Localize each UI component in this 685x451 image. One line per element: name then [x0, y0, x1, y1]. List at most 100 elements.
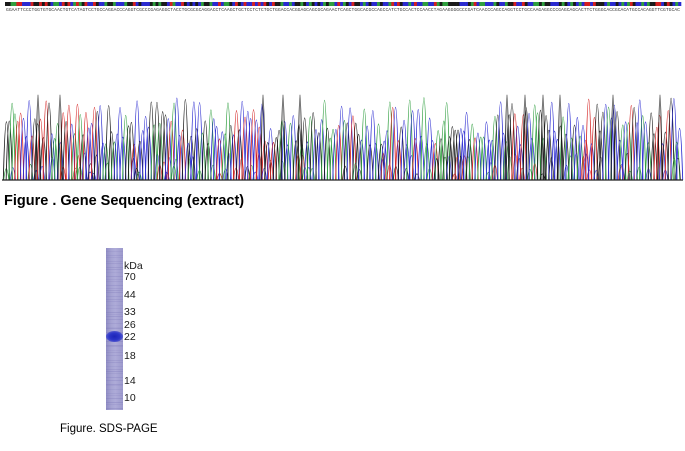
base-call-marker — [431, 2, 435, 6]
base-call-marker — [496, 2, 500, 6]
base-call-marker — [27, 2, 31, 6]
base-call-strip — [5, 2, 682, 6]
base-call-marker — [7, 2, 11, 6]
trace-peak — [156, 123, 164, 181]
trace-peak — [241, 116, 249, 181]
gel-texture — [106, 397, 123, 399]
base-call-marker — [203, 2, 207, 6]
gel-texture — [106, 355, 123, 357]
trace-peak — [79, 134, 87, 181]
trace-spike — [557, 94, 563, 181]
base-call-marker — [189, 2, 193, 6]
base-call-marker — [209, 2, 213, 6]
gel-texture — [106, 272, 123, 274]
base-call-marker — [240, 2, 244, 6]
base-call-marker — [550, 2, 554, 6]
gel-texture — [106, 394, 123, 396]
base-call-marker — [590, 2, 594, 6]
trace-peak — [582, 140, 590, 181]
base-call-marker — [607, 2, 611, 6]
base-call-marker — [107, 2, 111, 6]
trace-peak — [42, 100, 50, 181]
trace-noise-peak — [446, 156, 452, 181]
trace-peak — [338, 106, 346, 181]
trace-peak — [391, 107, 400, 181]
gel-texture — [106, 254, 123, 256]
trace-peak — [573, 117, 581, 181]
trace-peak — [309, 112, 317, 181]
base-call-marker — [570, 2, 574, 6]
trace-peak — [593, 103, 601, 181]
trace-peak — [230, 134, 238, 181]
base-call-marker — [87, 2, 91, 6]
base-call-marker — [73, 2, 77, 6]
base-call-marker — [306, 2, 310, 6]
base-call-marker — [362, 2, 367, 6]
trace-peak — [448, 126, 456, 181]
base-call-marker — [519, 2, 523, 6]
gel-texture — [106, 383, 123, 385]
gel-texture — [106, 316, 123, 318]
trace-peak — [195, 102, 204, 181]
base-call-marker — [371, 2, 375, 6]
base-call-marker — [385, 2, 389, 6]
gel-texture — [106, 262, 123, 264]
base-call-marker — [263, 2, 267, 6]
trace-noise-peak — [27, 163, 34, 181]
base-call-marker — [513, 2, 517, 6]
gel-texture — [106, 373, 123, 375]
base-call-marker — [104, 2, 108, 6]
trace-peak — [31, 118, 39, 181]
trace-spike — [297, 94, 303, 181]
trace-peak — [511, 113, 519, 181]
trace-peak — [389, 106, 397, 181]
trace-noise-peak — [465, 156, 471, 181]
trace-peak — [357, 139, 366, 181]
base-call-marker — [541, 2, 545, 6]
trace-peak — [11, 113, 19, 181]
trace-peak — [465, 139, 473, 181]
base-call-marker — [365, 2, 369, 6]
trace-peak — [76, 114, 84, 181]
base-call-marker — [252, 2, 256, 6]
trace-noise-peak — [380, 153, 387, 181]
trace-peak — [14, 121, 22, 181]
mw-marker-33: 33 — [124, 306, 136, 318]
trace-peak — [482, 121, 491, 181]
trace-noise-peak — [210, 164, 216, 181]
base-call-marker — [110, 2, 114, 6]
gel-texture — [106, 362, 123, 364]
base-call-marker — [90, 2, 94, 6]
trace-noise-peak — [87, 163, 94, 181]
base-call-marker — [516, 2, 520, 6]
gel-texture — [106, 389, 123, 391]
base-call-marker — [10, 2, 14, 6]
trace-noise-peak — [93, 154, 100, 181]
base-call-marker — [286, 2, 290, 6]
trace-peak — [423, 143, 431, 181]
trace-peak — [173, 97, 181, 181]
trace-noise-peak — [485, 172, 492, 181]
base-call-marker — [601, 2, 605, 6]
trace-peak — [460, 130, 468, 181]
base-call-marker — [22, 2, 26, 6]
trace-peak — [107, 131, 116, 181]
trace-peak — [409, 110, 417, 181]
gel-texture — [106, 371, 123, 373]
trace-peak — [249, 109, 258, 181]
base-call-marker — [584, 2, 588, 6]
trace-peak — [232, 110, 241, 181]
base-call-marker — [334, 2, 338, 6]
mw-marker-14: 14 — [124, 375, 136, 387]
base-call-marker — [175, 2, 179, 6]
base-call-marker — [655, 2, 659, 6]
base-call-marker — [294, 2, 298, 6]
base-call-marker — [78, 2, 82, 6]
base-call-marker — [533, 2, 537, 6]
base-call-marker — [235, 2, 239, 6]
base-call-marker — [564, 2, 568, 6]
base-call-marker — [669, 2, 673, 6]
trace-peak — [536, 109, 544, 181]
base-call-marker — [16, 2, 20, 6]
trace-peak — [346, 107, 354, 181]
